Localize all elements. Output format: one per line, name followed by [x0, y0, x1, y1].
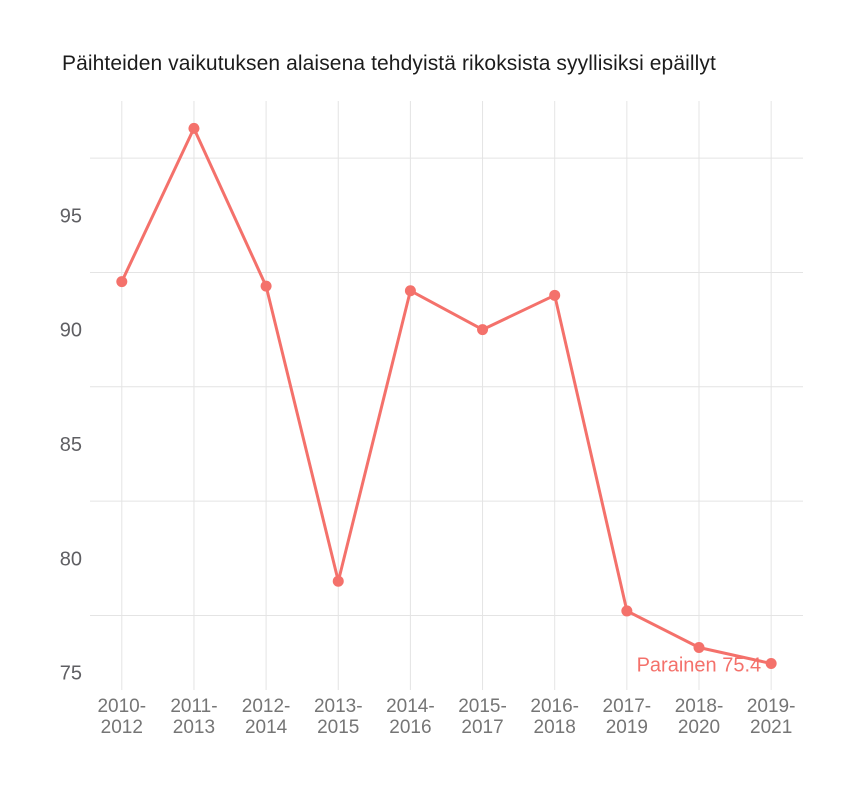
data-point-marker	[404, 285, 416, 297]
y-tick-label: 80	[60, 548, 82, 570]
y-tick-label: 75	[60, 663, 82, 685]
y-tick-label: 90	[60, 320, 82, 342]
x-tick-label: 2016-2018	[530, 696, 579, 738]
series-line	[120, 126, 773, 665]
horizontal-gridlines	[90, 157, 803, 616]
data-point-marker	[693, 642, 705, 654]
data-point-marker	[332, 575, 344, 587]
x-tick-label: 2019-2021	[747, 696, 796, 738]
x-tick-label: 2014-2016	[386, 696, 435, 738]
x-tick-label: 2012-2014	[242, 696, 291, 738]
y-tick-label: 95	[60, 205, 82, 227]
vertical-gridlines	[121, 101, 772, 690]
data-point-marker	[477, 324, 489, 336]
x-tick-label: 2011-2013	[170, 696, 217, 738]
data-point-markers	[116, 122, 777, 670]
y-axis-labels: 75 80 85 90 95	[60, 205, 82, 684]
annotation-label: Parainen 75.4	[637, 655, 762, 677]
x-tick-label: 2018-2020	[675, 696, 724, 738]
data-point-marker	[621, 605, 633, 617]
x-tick-label: 2013-2015	[314, 696, 363, 738]
x-tick-label: 2010-2012	[97, 696, 146, 738]
chart-title: Päihteiden vaikutuksen alaisena tehdyist…	[62, 52, 716, 75]
data-point-marker	[188, 122, 200, 134]
data-point-marker	[260, 280, 272, 292]
x-tick-label: 2017-2019	[603, 696, 652, 738]
data-point-marker	[549, 289, 561, 301]
data-point-marker	[116, 276, 128, 288]
x-tick-label: 2015-2017	[458, 696, 507, 738]
y-tick-label: 85	[60, 434, 82, 456]
data-point-marker	[765, 658, 777, 670]
x-axis-labels: 2010-2012 2011-2013 2012-2014 2013-2015 2014…	[97, 696, 795, 738]
